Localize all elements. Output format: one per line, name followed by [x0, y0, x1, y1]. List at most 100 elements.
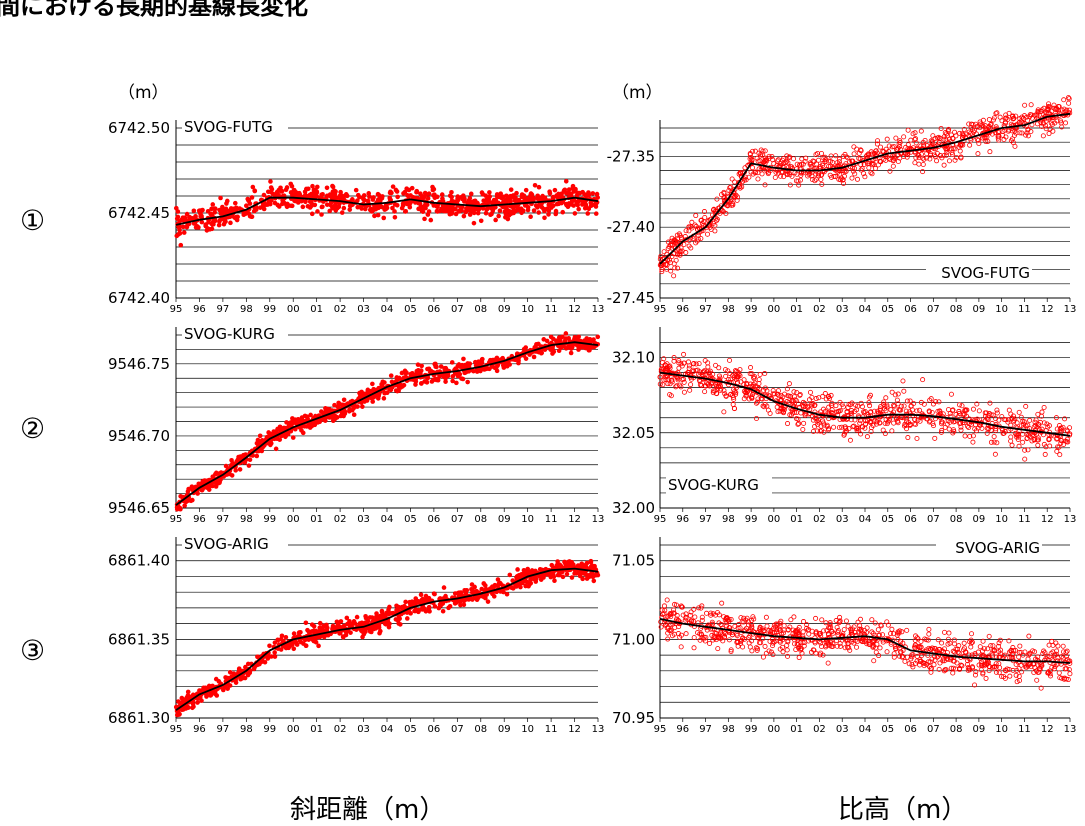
data-point	[847, 159, 853, 165]
data-point	[809, 394, 815, 400]
data-point	[572, 211, 578, 216]
data-point	[289, 183, 295, 189]
data-point	[576, 334, 581, 340]
x-tick-label: 13	[592, 724, 605, 735]
data-point	[392, 202, 398, 207]
data-point	[431, 193, 436, 198]
data-point	[554, 193, 559, 198]
data-point	[355, 404, 360, 409]
data-point	[871, 658, 877, 664]
data-point	[900, 378, 906, 384]
data-point	[753, 415, 759, 421]
data-point	[563, 336, 569, 341]
data-point	[409, 599, 415, 604]
data-point	[702, 389, 708, 395]
data-point	[494, 368, 500, 374]
data-point	[317, 620, 323, 626]
x-tick-label: 96	[193, 304, 206, 315]
x-tick-label: 10	[995, 514, 1008, 525]
data-point	[497, 194, 502, 200]
data-point	[460, 196, 465, 202]
x-tick-label: 06	[904, 514, 917, 525]
x-tick-label: 03	[357, 514, 370, 525]
chart-panel-6: 95 96 97 98 99 00 01 02 03 04 05 06 07 08 09 10 11 12 1371…	[612, 537, 1076, 735]
data-point	[806, 397, 812, 403]
data-point	[320, 204, 325, 210]
data-point	[1040, 133, 1046, 139]
data-point	[1020, 439, 1026, 445]
data-point	[449, 194, 454, 200]
x-tick-label: 06	[428, 724, 441, 735]
data-point	[590, 191, 596, 196]
charts-group: 95 96 97 98 99 00 01 02 03 04 05 06 07 08 09 10 11 12 1367…	[108, 95, 1076, 735]
data-point	[481, 198, 486, 203]
data-point	[460, 376, 466, 382]
data-point	[992, 451, 998, 457]
data-point	[511, 194, 517, 200]
data-point	[309, 211, 315, 217]
data-point	[953, 133, 959, 139]
data-point	[180, 215, 186, 220]
data-point	[294, 642, 300, 647]
y-tick-label: 71.00	[612, 630, 655, 648]
data-point	[337, 193, 343, 199]
data-point	[867, 403, 873, 409]
data-point	[1035, 411, 1041, 417]
data-point	[487, 366, 492, 372]
x-tick-label: 99	[745, 514, 758, 525]
data-point	[333, 204, 339, 209]
x-tick-label: 03	[836, 514, 849, 525]
x-tick-label: 09	[498, 514, 511, 525]
data-point	[303, 199, 308, 205]
x-tick-label: 99	[745, 724, 758, 735]
data-point	[363, 629, 368, 634]
data-point	[291, 646, 297, 652]
data-point	[316, 643, 321, 649]
x-tick-label: 07	[451, 304, 464, 315]
data-point	[336, 620, 341, 626]
data-point	[213, 472, 218, 477]
data-point	[431, 203, 437, 208]
data-point	[807, 389, 813, 395]
data-point	[478, 218, 484, 224]
data-point	[520, 208, 526, 214]
data-point	[564, 571, 570, 577]
data-point	[854, 146, 860, 152]
data-point	[401, 191, 406, 196]
data-point	[1016, 409, 1022, 415]
data-point	[759, 171, 765, 177]
data-point	[413, 596, 419, 601]
data-point	[257, 433, 263, 439]
data-point	[495, 577, 501, 582]
data-point	[556, 348, 562, 353]
x-tick-label: 96	[676, 304, 689, 315]
data-point	[441, 585, 447, 590]
data-point	[373, 626, 379, 631]
data-point	[696, 361, 702, 367]
data-point	[351, 412, 357, 418]
x-tick-label: 08	[950, 514, 963, 525]
data-point	[775, 158, 781, 164]
data-point	[292, 187, 297, 193]
data-point	[563, 331, 569, 336]
data-point	[196, 208, 202, 214]
chart-title: SVOG-KURG	[668, 476, 759, 494]
data-point	[355, 204, 360, 210]
data-point	[440, 208, 446, 214]
y-tick-label: 71.05	[612, 552, 655, 570]
data-point	[1049, 122, 1055, 128]
data-point	[213, 206, 218, 212]
data-point	[471, 220, 477, 226]
data-point	[425, 212, 431, 217]
data-point	[948, 391, 954, 397]
data-point	[272, 640, 278, 645]
data-point	[392, 209, 397, 214]
x-tick-label: 05	[881, 304, 894, 315]
data-point	[850, 168, 856, 174]
x-tick-label: 98	[240, 514, 253, 525]
data-point	[181, 230, 187, 235]
data-point	[914, 408, 920, 414]
data-point	[683, 228, 689, 234]
data-point	[851, 151, 857, 157]
data-point	[693, 213, 699, 219]
